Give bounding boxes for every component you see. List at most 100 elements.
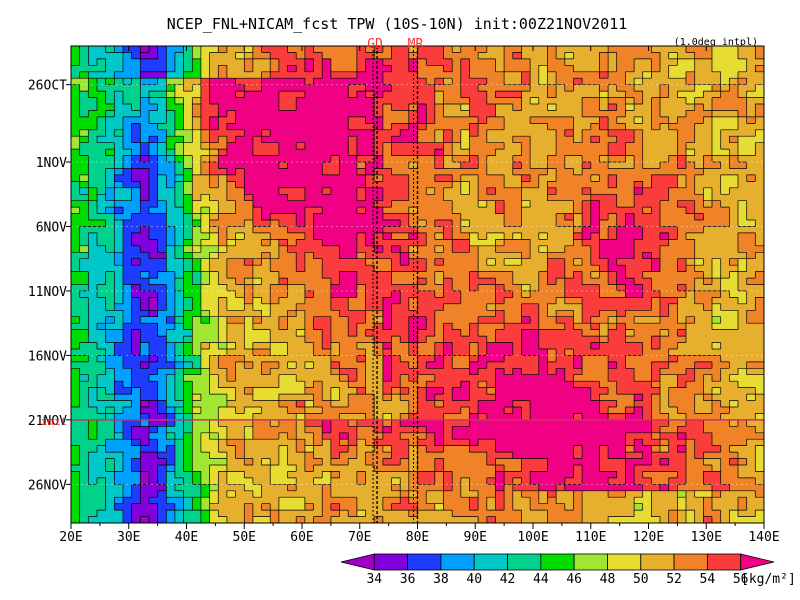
tpw-cell <box>348 323 358 331</box>
tpw-cell <box>140 97 150 105</box>
tpw-cell <box>218 232 228 240</box>
tpw-cell <box>140 439 150 447</box>
tpw-cell <box>495 490 505 498</box>
tpw-cell <box>192 265 202 273</box>
tpw-cell <box>88 323 98 331</box>
tpw-cell <box>668 458 687 466</box>
tpw-cell <box>651 497 678 505</box>
tpw-cell <box>88 174 107 182</box>
tpw-cell <box>226 110 237 118</box>
tpw-cell <box>166 419 176 427</box>
tpw-cell <box>712 394 748 402</box>
tpw-cell <box>556 355 575 363</box>
tpw-cell <box>694 452 704 460</box>
tpw-cell <box>547 348 557 357</box>
tpw-cell <box>660 258 678 266</box>
tpw-cell <box>270 503 280 511</box>
tpw-cell <box>582 297 652 305</box>
tpw-cell <box>391 278 419 286</box>
tpw-cell <box>218 271 228 279</box>
tpw-cell <box>122 419 141 427</box>
tpw-cell <box>426 58 453 66</box>
tpw-cell <box>382 149 393 157</box>
tpw-cell <box>582 200 592 208</box>
tpw-cell <box>296 65 306 73</box>
tpw-cell <box>634 394 644 402</box>
tpw-cell <box>417 477 436 485</box>
tpw-cell <box>278 361 289 369</box>
tpw-cell <box>174 110 185 118</box>
tpw-cell <box>391 200 453 208</box>
tpw-cell <box>590 194 618 202</box>
tpw-cell <box>148 303 159 311</box>
tpw-cell <box>686 284 696 292</box>
tpw-cell <box>452 149 471 157</box>
tpw-cell <box>192 406 202 415</box>
tpw-cell <box>391 168 488 176</box>
tpw-cell <box>131 510 159 518</box>
tpw-cell <box>460 162 479 170</box>
tpw-cell <box>738 220 756 228</box>
tpw-cell <box>192 452 211 460</box>
tpw-cell <box>304 452 315 460</box>
tpw-cell <box>244 316 254 324</box>
tpw-cell <box>200 497 211 505</box>
tpw-cell <box>348 84 367 92</box>
tpw-cell <box>148 91 167 99</box>
tpw-cell <box>400 252 410 260</box>
tpw-cell <box>96 387 107 395</box>
tpw-cell <box>417 278 427 286</box>
tpw-cell <box>443 232 453 240</box>
tpw-cell <box>712 65 748 73</box>
tpw-cell <box>304 232 315 240</box>
tpw-cell <box>746 361 764 369</box>
tpw-cell <box>720 129 756 137</box>
tpw-cell <box>96 207 107 215</box>
tpw-cell <box>122 323 159 331</box>
tpw-cell <box>625 91 644 99</box>
tpw-cell <box>148 439 159 447</box>
tpw-cell <box>651 46 687 54</box>
tpw-cell <box>322 381 349 389</box>
tpw-cell <box>71 413 107 421</box>
tpw-cell <box>391 265 427 273</box>
tpw-cell <box>712 303 722 311</box>
tpw-cell <box>625 458 652 466</box>
tpw-cell <box>365 413 375 421</box>
tpw-cell <box>443 104 462 112</box>
tpw-cell <box>495 278 514 286</box>
tpw-cell <box>174 58 185 66</box>
tpw-cell <box>131 516 141 523</box>
tpw-cell <box>634 329 661 337</box>
tpw-cell <box>183 258 193 266</box>
tpw-cell <box>668 194 704 202</box>
tpw-cell <box>278 510 323 518</box>
tpw-cell <box>200 84 211 92</box>
tpw-cell <box>729 271 739 279</box>
tpw-cell <box>304 406 323 415</box>
tpw-cell <box>382 226 419 234</box>
tpw-cell <box>616 84 635 92</box>
tpw-cell <box>400 394 419 402</box>
tpw-cell <box>391 65 410 73</box>
tpw-cell <box>660 445 670 453</box>
tpw-cell <box>486 497 497 505</box>
tpw-cell <box>738 116 748 124</box>
tpw-cell <box>755 52 764 60</box>
tpw-cell <box>166 58 176 66</box>
tpw-cell <box>417 226 445 234</box>
tpw-cell <box>651 406 661 415</box>
tpw-cell <box>131 329 141 337</box>
tpw-cell <box>88 155 115 163</box>
tpw-cell <box>218 162 280 170</box>
tpw-cell <box>252 258 263 266</box>
tpw-cell <box>668 387 704 395</box>
tpw-cell <box>755 129 764 137</box>
tpw-cell <box>252 426 297 434</box>
tpw-cell <box>330 278 341 286</box>
tpw-cell <box>590 342 601 350</box>
tpw-cell <box>296 97 375 105</box>
tpw-cell <box>278 400 297 408</box>
tpw-cell <box>140 71 167 79</box>
tpw-cell <box>460 142 471 150</box>
